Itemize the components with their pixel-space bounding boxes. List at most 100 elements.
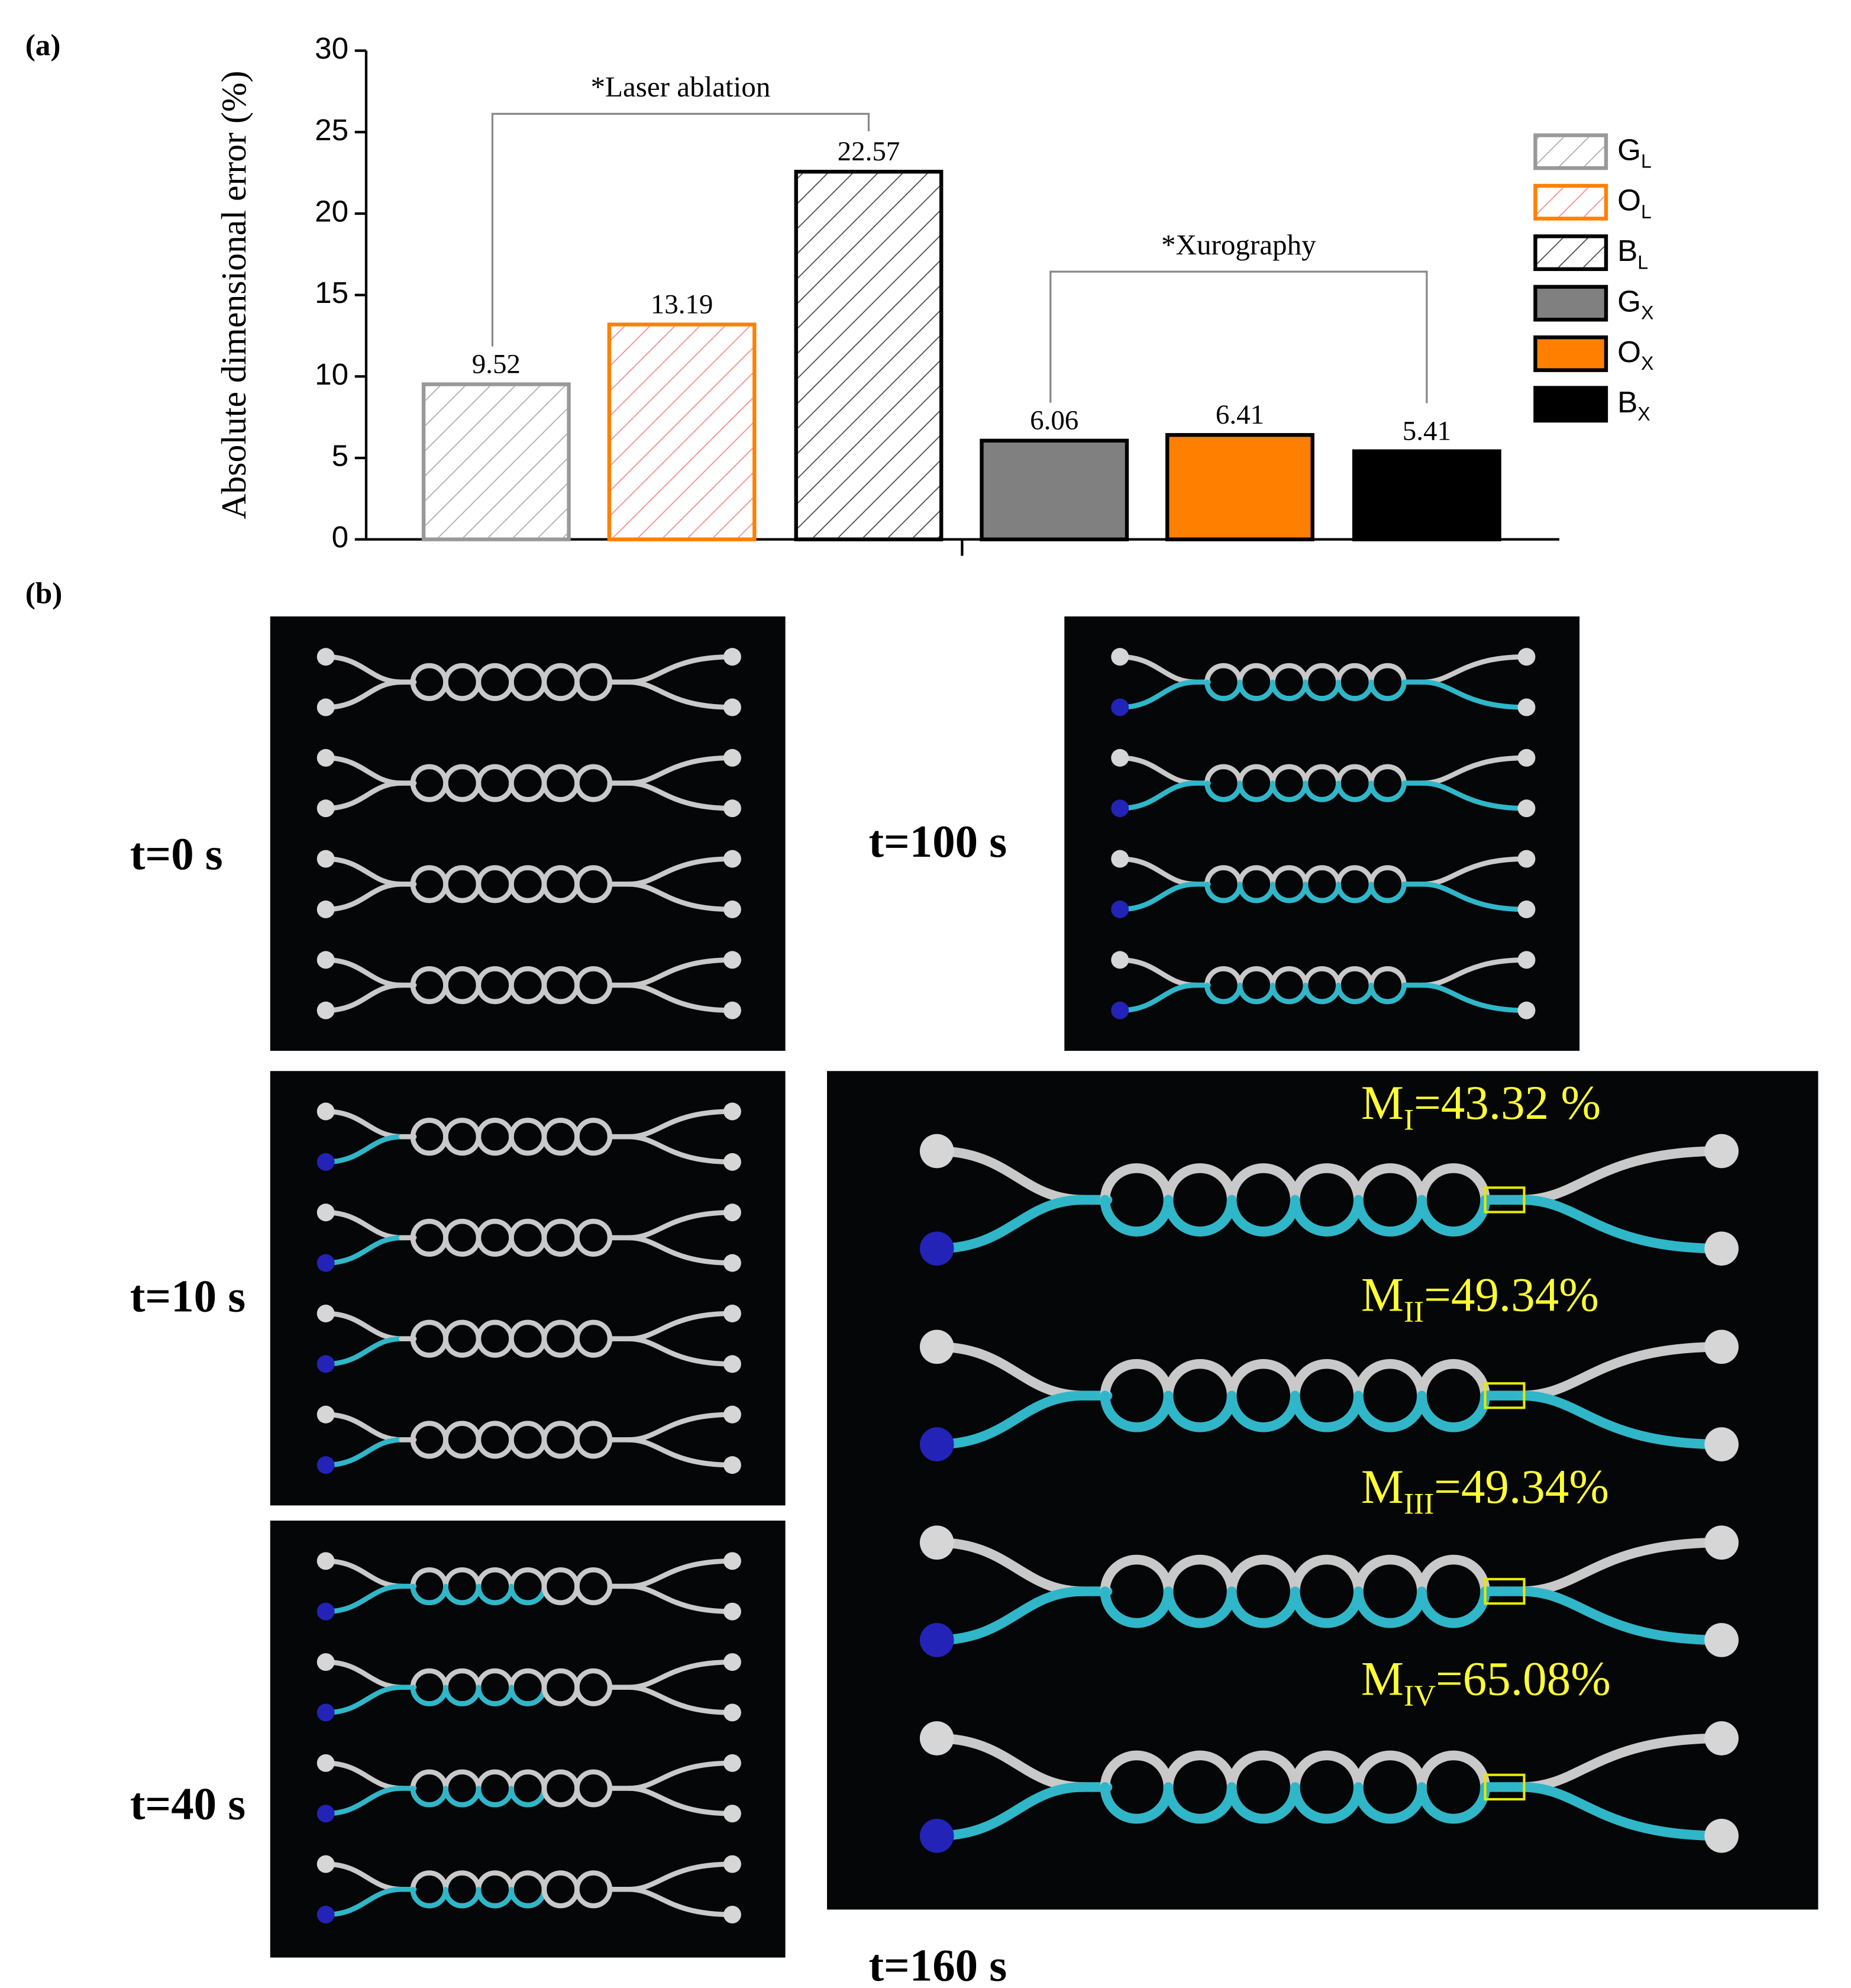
legend-subscript: L [1641, 201, 1652, 222]
mixing-loop-fluid [443, 1684, 482, 1706]
outlet [1517, 748, 1536, 767]
mixing-loop-fluid [1303, 882, 1341, 903]
channel [1517, 1195, 1727, 1254]
channel [932, 1195, 1088, 1254]
outlet [1704, 1134, 1739, 1169]
chip-row [316, 1305, 741, 1373]
chip-row [1111, 850, 1536, 918]
mixing-loop-fluid [410, 1583, 448, 1606]
y-tick-label: 0 [332, 520, 349, 554]
legend-swatch [1533, 335, 1608, 372]
outlet [1704, 1818, 1739, 1853]
chip-row [316, 1855, 741, 1924]
mixing-loop-fluid [1417, 1586, 1490, 1628]
chip-row [316, 1102, 741, 1171]
legend-name: G [1617, 284, 1641, 318]
outlet [723, 1602, 741, 1621]
chip-row [316, 1405, 741, 1474]
channel [1420, 780, 1529, 811]
inlet [1111, 850, 1129, 868]
mixing-loop-fluid [509, 1887, 547, 1909]
mixing-loop-fluid [1417, 1195, 1490, 1237]
outlet [723, 1203, 741, 1222]
channel [626, 982, 735, 1014]
channel [323, 1684, 405, 1715]
channel [323, 1887, 405, 1918]
chip-row [316, 1552, 741, 1621]
inlet [316, 1653, 335, 1671]
mixing-loop-fluid [443, 1583, 482, 1606]
photo [827, 1071, 1818, 1910]
mixing-subscript: II [1404, 1295, 1424, 1329]
inlet [316, 1805, 335, 1823]
channel [626, 1887, 735, 1918]
inlet [919, 1623, 954, 1657]
outlet [723, 1405, 741, 1424]
mixing-loop-fluid [1270, 679, 1309, 701]
inlet [1111, 1001, 1129, 1019]
channel [626, 1684, 735, 1715]
mixing-loop-fluid [1100, 1586, 1174, 1628]
chip-row [919, 1134, 1739, 1266]
mixing-loop-fluid [1336, 780, 1374, 802]
legend-label: OL [1617, 183, 1652, 222]
mixing-loop-fluid [1368, 679, 1407, 701]
channel [323, 1134, 405, 1165]
channel [1420, 882, 1529, 912]
value-label: 6.41 [1216, 399, 1264, 430]
channel [323, 1437, 405, 1468]
inlet [316, 850, 335, 868]
channel [626, 1786, 735, 1816]
y-tick-label: 5 [332, 438, 349, 472]
mixing-loop-fluid [1368, 780, 1407, 802]
panel-label: (b) [25, 576, 63, 610]
mixing-loop-fluid [1204, 982, 1243, 1005]
legend-name: B [1617, 385, 1637, 419]
inlet [316, 1405, 335, 1424]
legend-label: BL [1617, 234, 1648, 273]
mixing-symbol: M [1361, 1652, 1404, 1705]
outlet [1704, 1623, 1739, 1657]
channel [626, 1437, 735, 1468]
mixing-loop-fluid [1204, 780, 1243, 802]
mixing-loop-fluid [1336, 982, 1374, 1005]
group-annotation: *Laser ablation [590, 70, 770, 103]
mixing-loop-fluid [1303, 982, 1341, 1005]
mixing-loop-fluid [1226, 1390, 1300, 1432]
measure-box [1484, 1382, 1526, 1409]
channel [932, 1782, 1088, 1841]
channel [1517, 1782, 1727, 1841]
y-tick-label: 30 [315, 31, 348, 65]
mixing-loop-fluid [1237, 780, 1275, 802]
outlet [723, 1552, 741, 1570]
mixing-loop-fluid [1417, 1390, 1490, 1432]
mixing-value: =49.34% [1434, 1460, 1609, 1513]
mixing-symbol: M [1361, 1268, 1404, 1321]
outlet [723, 1805, 741, 1823]
time-label: t=40 s [130, 1779, 245, 1829]
legend-subscript: X [1641, 353, 1653, 375]
legend-hatch [1537, 137, 1604, 166]
photo [270, 1521, 786, 1958]
inlet [316, 748, 335, 767]
channel [932, 1390, 1088, 1450]
legend-subscript: L [1641, 151, 1652, 172]
outlet [1517, 698, 1536, 717]
time-label: t=0 s [130, 829, 223, 879]
outlet [723, 1754, 741, 1772]
outlet [1517, 1001, 1536, 1019]
chip-row [316, 951, 741, 1019]
mixing-loop-fluid [1336, 882, 1374, 903]
legend-label: OX [1617, 334, 1653, 374]
mixing-loop-fluid [1336, 679, 1374, 701]
mixing-loop-fluid [1163, 1782, 1237, 1824]
mixing-loop-fluid [476, 1684, 514, 1706]
mixing-loop-fluid [1290, 1782, 1364, 1824]
y-tick-label: 25 [315, 113, 348, 147]
legend-name: G [1617, 133, 1641, 166]
outlet [1517, 799, 1536, 818]
mixing-subscript: IV [1404, 1679, 1436, 1713]
legend-label: GL [1617, 133, 1652, 172]
bar-hatch [797, 173, 939, 538]
chip-row [316, 1653, 741, 1722]
